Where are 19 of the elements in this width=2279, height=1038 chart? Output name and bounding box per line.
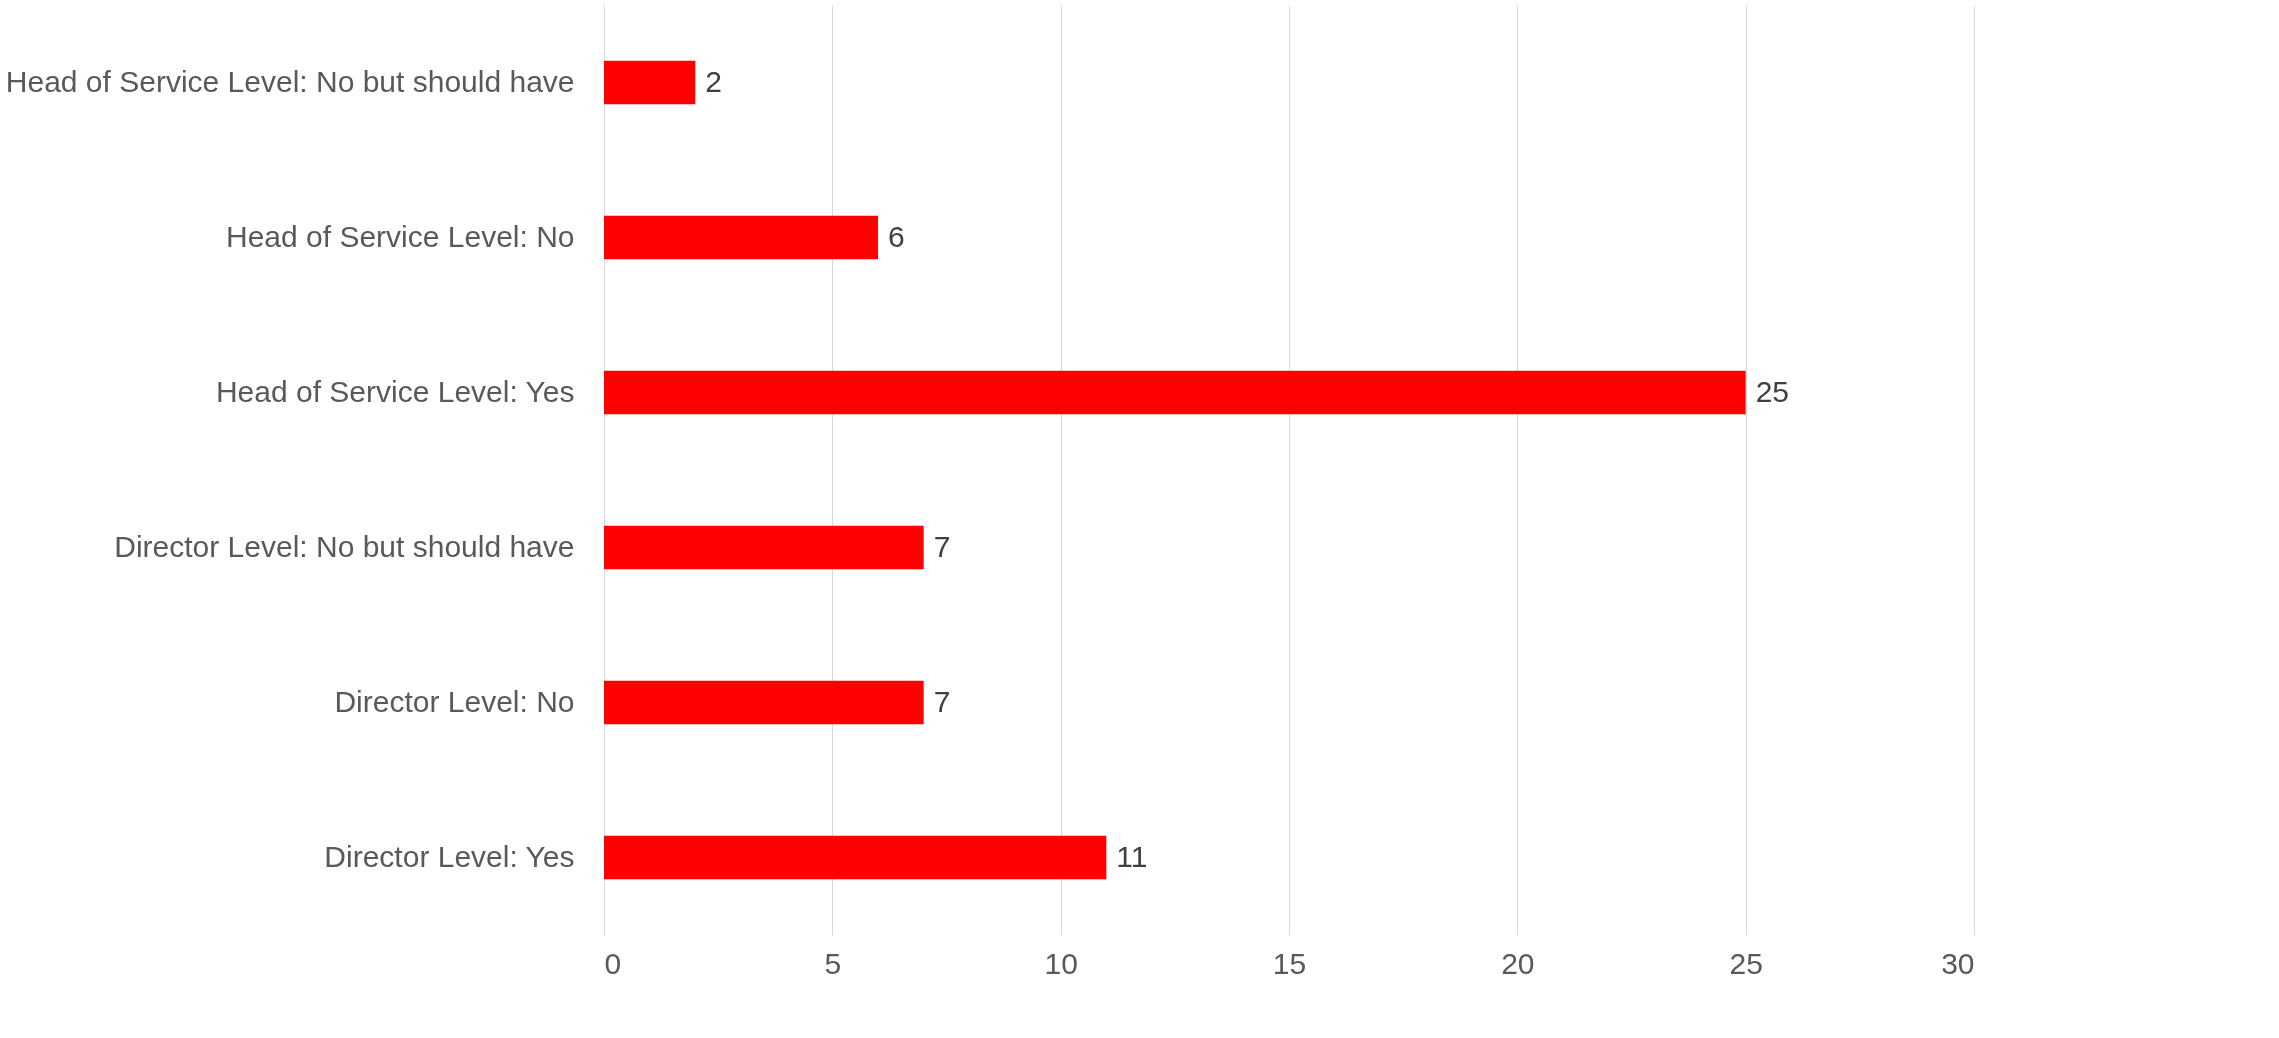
data-label: 7	[933, 529, 951, 563]
x-tick-label: 15	[1272, 946, 1307, 980]
x-tick-label: 10	[1044, 946, 1078, 980]
y-tick-label: Head of Service Level: No but should have	[5, 64, 575, 98]
y-tick-label: Director Level: Yes	[324, 839, 575, 873]
x-tick-label: 30	[1941, 946, 1975, 980]
data-label: 25	[1755, 374, 1790, 408]
x-tick-label: 5	[824, 946, 842, 980]
data-label: 2	[705, 64, 723, 98]
y-tick-label: Director Level: No	[334, 684, 575, 718]
data-label: 6	[888, 219, 905, 253]
x-tick-label: 20	[1501, 946, 1535, 980]
x-tick-label: 25	[1729, 946, 1763, 980]
y-tick-label: Head of Service Level: No	[225, 219, 575, 253]
y-tick-label: Director Level: No but should have	[114, 529, 575, 563]
y-tick-label: Head of Service Level: Yes	[215, 374, 575, 408]
data-label: 7	[933, 684, 951, 718]
data-label: 11	[1116, 839, 1148, 873]
x-tick-label: 0	[604, 946, 622, 980]
